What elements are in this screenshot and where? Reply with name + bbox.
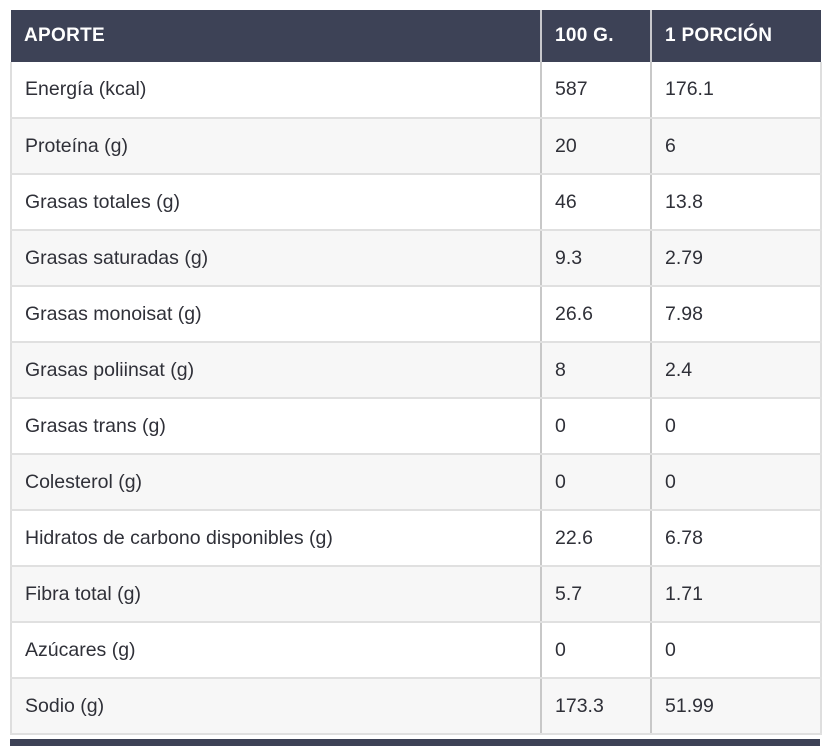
nutrient-label-cell: Energía (kcal) bbox=[10, 62, 541, 119]
per-portion-value-cell: 0 bbox=[650, 454, 822, 511]
table-row: Azúcares (g) 0 0 bbox=[10, 622, 822, 679]
per-100g-value-cell: 0 bbox=[540, 622, 651, 679]
per-100g-value-cell: 0 bbox=[540, 398, 651, 455]
table-row: Hidratos de carbono disponibles (g) 22.6… bbox=[10, 510, 822, 567]
per-portion-value-cell: 2.79 bbox=[650, 230, 822, 287]
table-row: Sodio (g) 173.3 51.99 bbox=[10, 678, 822, 735]
per-100g-value-cell: 8 bbox=[540, 342, 651, 399]
per-portion-value-cell: 176.1 bbox=[650, 62, 822, 119]
per-portion-value-cell: 0 bbox=[650, 622, 822, 679]
per-portion-value-cell: 13.8 bbox=[650, 174, 822, 231]
nutrient-label-cell: Azúcares (g) bbox=[10, 622, 541, 679]
per-portion-value-cell: 51.99 bbox=[650, 678, 822, 735]
table-row: Grasas saturadas (g) 9.3 2.79 bbox=[10, 230, 822, 287]
per-portion-value-cell: 2.4 bbox=[650, 342, 822, 399]
nutrition-table: APORTE 100 G. 1 PORCIÓN Energía (kcal) 5… bbox=[10, 10, 822, 735]
column-header-aporte: APORTE bbox=[11, 10, 541, 62]
next-section-header-strip bbox=[10, 739, 820, 746]
per-100g-value-cell: 0 bbox=[540, 454, 651, 511]
column-header-porcion: 1 PORCIÓN bbox=[650, 10, 821, 62]
nutrient-label-cell: Grasas monoisat (g) bbox=[10, 286, 541, 343]
nutrition-table-body: Energía (kcal) 587 176.1 Proteína (g) 20… bbox=[10, 62, 822, 735]
per-100g-value-cell: 173.3 bbox=[540, 678, 651, 735]
table-row: Grasas totales (g) 46 13.8 bbox=[10, 174, 822, 231]
column-header-100g: 100 G. bbox=[540, 10, 651, 62]
table-row: Colesterol (g) 0 0 bbox=[10, 454, 822, 511]
per-portion-value-cell: 6 bbox=[650, 118, 822, 175]
per-100g-value-cell: 20 bbox=[540, 118, 651, 175]
per-100g-value-cell: 22.6 bbox=[540, 510, 651, 567]
table-header-row: APORTE 100 G. 1 PORCIÓN bbox=[11, 10, 821, 62]
nutrient-label-cell: Grasas trans (g) bbox=[10, 398, 541, 455]
nutrient-label-cell: Grasas totales (g) bbox=[10, 174, 541, 231]
table-row: Grasas monoisat (g) 26.6 7.98 bbox=[10, 286, 822, 343]
nutrient-label-cell: Grasas poliinsat (g) bbox=[10, 342, 541, 399]
per-100g-value-cell: 587 bbox=[540, 62, 651, 119]
per-portion-value-cell: 7.98 bbox=[650, 286, 822, 343]
table-row: Grasas trans (g) 0 0 bbox=[10, 398, 822, 455]
table-row: Fibra total (g) 5.7 1.71 bbox=[10, 566, 822, 623]
nutrient-label-cell: Fibra total (g) bbox=[10, 566, 541, 623]
per-portion-value-cell: 6.78 bbox=[650, 510, 822, 567]
per-100g-value-cell: 5.7 bbox=[540, 566, 651, 623]
table-row: Proteína (g) 20 6 bbox=[10, 118, 822, 175]
nutrient-label-cell: Grasas saturadas (g) bbox=[10, 230, 541, 287]
nutrient-label-cell: Colesterol (g) bbox=[10, 454, 541, 511]
per-100g-value-cell: 26.6 bbox=[540, 286, 651, 343]
per-portion-value-cell: 1.71 bbox=[650, 566, 822, 623]
table-row: Grasas poliinsat (g) 8 2.4 bbox=[10, 342, 822, 399]
nutrient-label-cell: Hidratos de carbono disponibles (g) bbox=[10, 510, 541, 567]
per-portion-value-cell: 0 bbox=[650, 398, 822, 455]
per-100g-value-cell: 46 bbox=[540, 174, 651, 231]
nutrient-label-cell: Sodio (g) bbox=[10, 678, 541, 735]
per-100g-value-cell: 9.3 bbox=[540, 230, 651, 287]
nutrient-label-cell: Proteína (g) bbox=[10, 118, 541, 175]
table-row: Energía (kcal) 587 176.1 bbox=[10, 62, 822, 119]
